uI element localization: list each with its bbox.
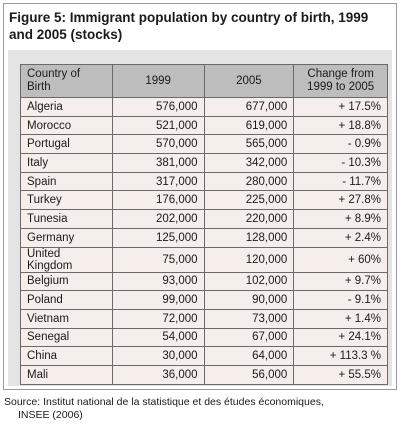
table-cell: 99,000 — [111, 290, 205, 310]
table-row: Portugal 570,000 565,000- 0.9% — [20, 134, 388, 155]
table-cell: 677,000 — [203, 97, 295, 117]
table-cell: + 60% — [293, 246, 388, 273]
table-row: Tunesia 202,000 220,000 + 8.9% — [20, 209, 388, 229]
table: Country of Birth 1999 2005 Change from 1999… — [20, 64, 388, 385]
table-cell: Belgium — [20, 271, 113, 292]
table-cell: 202,000 — [111, 209, 205, 229]
table-cell: - 9.1% — [293, 290, 388, 310]
table-cell: Germany — [20, 227, 113, 248]
table-cell: Vietnam — [20, 308, 113, 329]
table-cell: + 9.7% — [293, 271, 388, 292]
table-cell: Algeria — [20, 97, 113, 117]
table-cell: 64,000 — [203, 346, 295, 366]
table-cell: Poland — [20, 290, 113, 310]
source-line: INSEE (2006) — [18, 409, 83, 421]
table-row: Italy 381,000 342,000- 10.3% — [20, 153, 388, 173]
table-row: Turkey 176,000 225,000 + 27.8% — [20, 190, 388, 211]
table-cell: Spain — [20, 171, 113, 192]
table-cell: 317,000 — [111, 171, 205, 192]
table-cell: + 17.5% — [293, 97, 388, 117]
table-cell: Italy — [20, 153, 113, 173]
table-cell: Turkey — [20, 190, 113, 211]
table-cell: + 27.8% — [293, 190, 388, 211]
table-cell: 54,000 — [111, 327, 205, 348]
header-cell: Change from 1999 to 2005 — [293, 64, 388, 98]
table-cell: 102,000 — [203, 271, 295, 292]
table-cell: 36,000 — [111, 364, 205, 385]
table-cell: United Kingdom — [20, 246, 113, 273]
title: Figure 5: Immigrant population by countr… — [9, 10, 369, 42]
table-cell: 381,000 — [111, 153, 205, 173]
table-cell: Tunesia — [20, 209, 113, 229]
table-row: Senegal 54,000 67,000 + 24.1% — [20, 327, 388, 348]
table-cell: Morocco — [20, 115, 113, 136]
table-cell: 619,000 — [203, 115, 295, 136]
table-cell: Senegal — [20, 327, 113, 348]
header-cell: 2005 — [203, 64, 295, 98]
table-cell: - 10.3% — [293, 153, 388, 173]
table-panel: Country of Birth 1999 2005 Change from 1999… — [8, 50, 392, 386]
table-row: Belgium 93,000 102,000 + 9.7% — [20, 271, 388, 292]
table-cell: 30,000 — [111, 346, 205, 366]
table-cell: 128,000 — [203, 227, 295, 248]
table-cell: 280,000 — [203, 171, 295, 192]
table-cell: + 1.4% — [293, 308, 388, 329]
table-row: Germany 125,000 128,000 + 2.4% — [20, 227, 388, 248]
source: Source: Institut national de la statisti… — [4, 396, 324, 422]
table-cell: 120,000 — [203, 246, 295, 273]
table-row: China 30,000 64,000 + 113.3 % — [20, 346, 388, 366]
table-cell: 570,000 — [111, 134, 205, 155]
table-row: Algeria 576,000 677,000 + 17.5% — [20, 97, 388, 117]
table-cell: - 11.7% — [293, 171, 388, 192]
table-row: Vietnam 72,000 73,000 + 1.4% — [20, 308, 388, 329]
table-cell: 521,000 — [111, 115, 205, 136]
table-cell: 73,000 — [203, 308, 295, 329]
table-body: Algeria 576,000 677,000 + 17.5% Morocco 521,0… — [20, 97, 388, 385]
table-cell: 72,000 — [111, 308, 205, 329]
table-cell: 93,000 — [111, 271, 205, 292]
header-cell: Country of Birth — [20, 64, 113, 98]
table-row: Poland 99,000 90,000- 9.1% — [20, 290, 388, 310]
table-cell: 125,000 — [111, 227, 205, 248]
table-cell: Mali — [20, 364, 113, 385]
table-cell: + 55.5% — [293, 364, 388, 385]
table-cell: 56,000 — [203, 364, 295, 385]
table-row: United Kingdom 75,000 120,000 + 60% — [20, 246, 388, 273]
table-cell: 225,000 — [203, 190, 295, 211]
figure-box: Figure 5: Immigrant population by countr… — [3, 3, 397, 390]
table-cell: 75,000 — [111, 246, 205, 273]
table-cell: + 8.9% — [293, 209, 388, 229]
table-cell: + 18.8% — [293, 115, 388, 136]
table-cell: + 2.4% — [293, 227, 388, 248]
header-row: Country of Birth 1999 2005 Change from 1999… — [20, 64, 388, 98]
table-cell: 90,000 — [203, 290, 295, 310]
source-line: Source: Institut national de la statisti… — [4, 396, 324, 408]
table-cell: + 24.1% — [293, 327, 388, 348]
table-cell: - 0.9% — [293, 134, 388, 155]
table-cell: + 113.3 % — [293, 346, 388, 366]
table-cell: 576,000 — [111, 97, 205, 117]
table-cell: 342,000 — [203, 153, 295, 173]
table-cell: Portugal — [20, 134, 113, 155]
header-cell: 1999 — [111, 64, 205, 98]
table-cell: 67,000 — [203, 327, 295, 348]
table-row: Mali 36,000 56,000 + 55.5% — [20, 364, 388, 385]
table-row: Spain 317,000 280,000- 11.7% — [20, 171, 388, 192]
table-cell: 176,000 — [111, 190, 205, 211]
table-cell: 220,000 — [203, 209, 295, 229]
table-cell: China — [20, 346, 113, 366]
table-row: Morocco 521,000 619,000 + 18.8% — [20, 115, 388, 136]
table-cell: 565,000 — [203, 134, 295, 155]
